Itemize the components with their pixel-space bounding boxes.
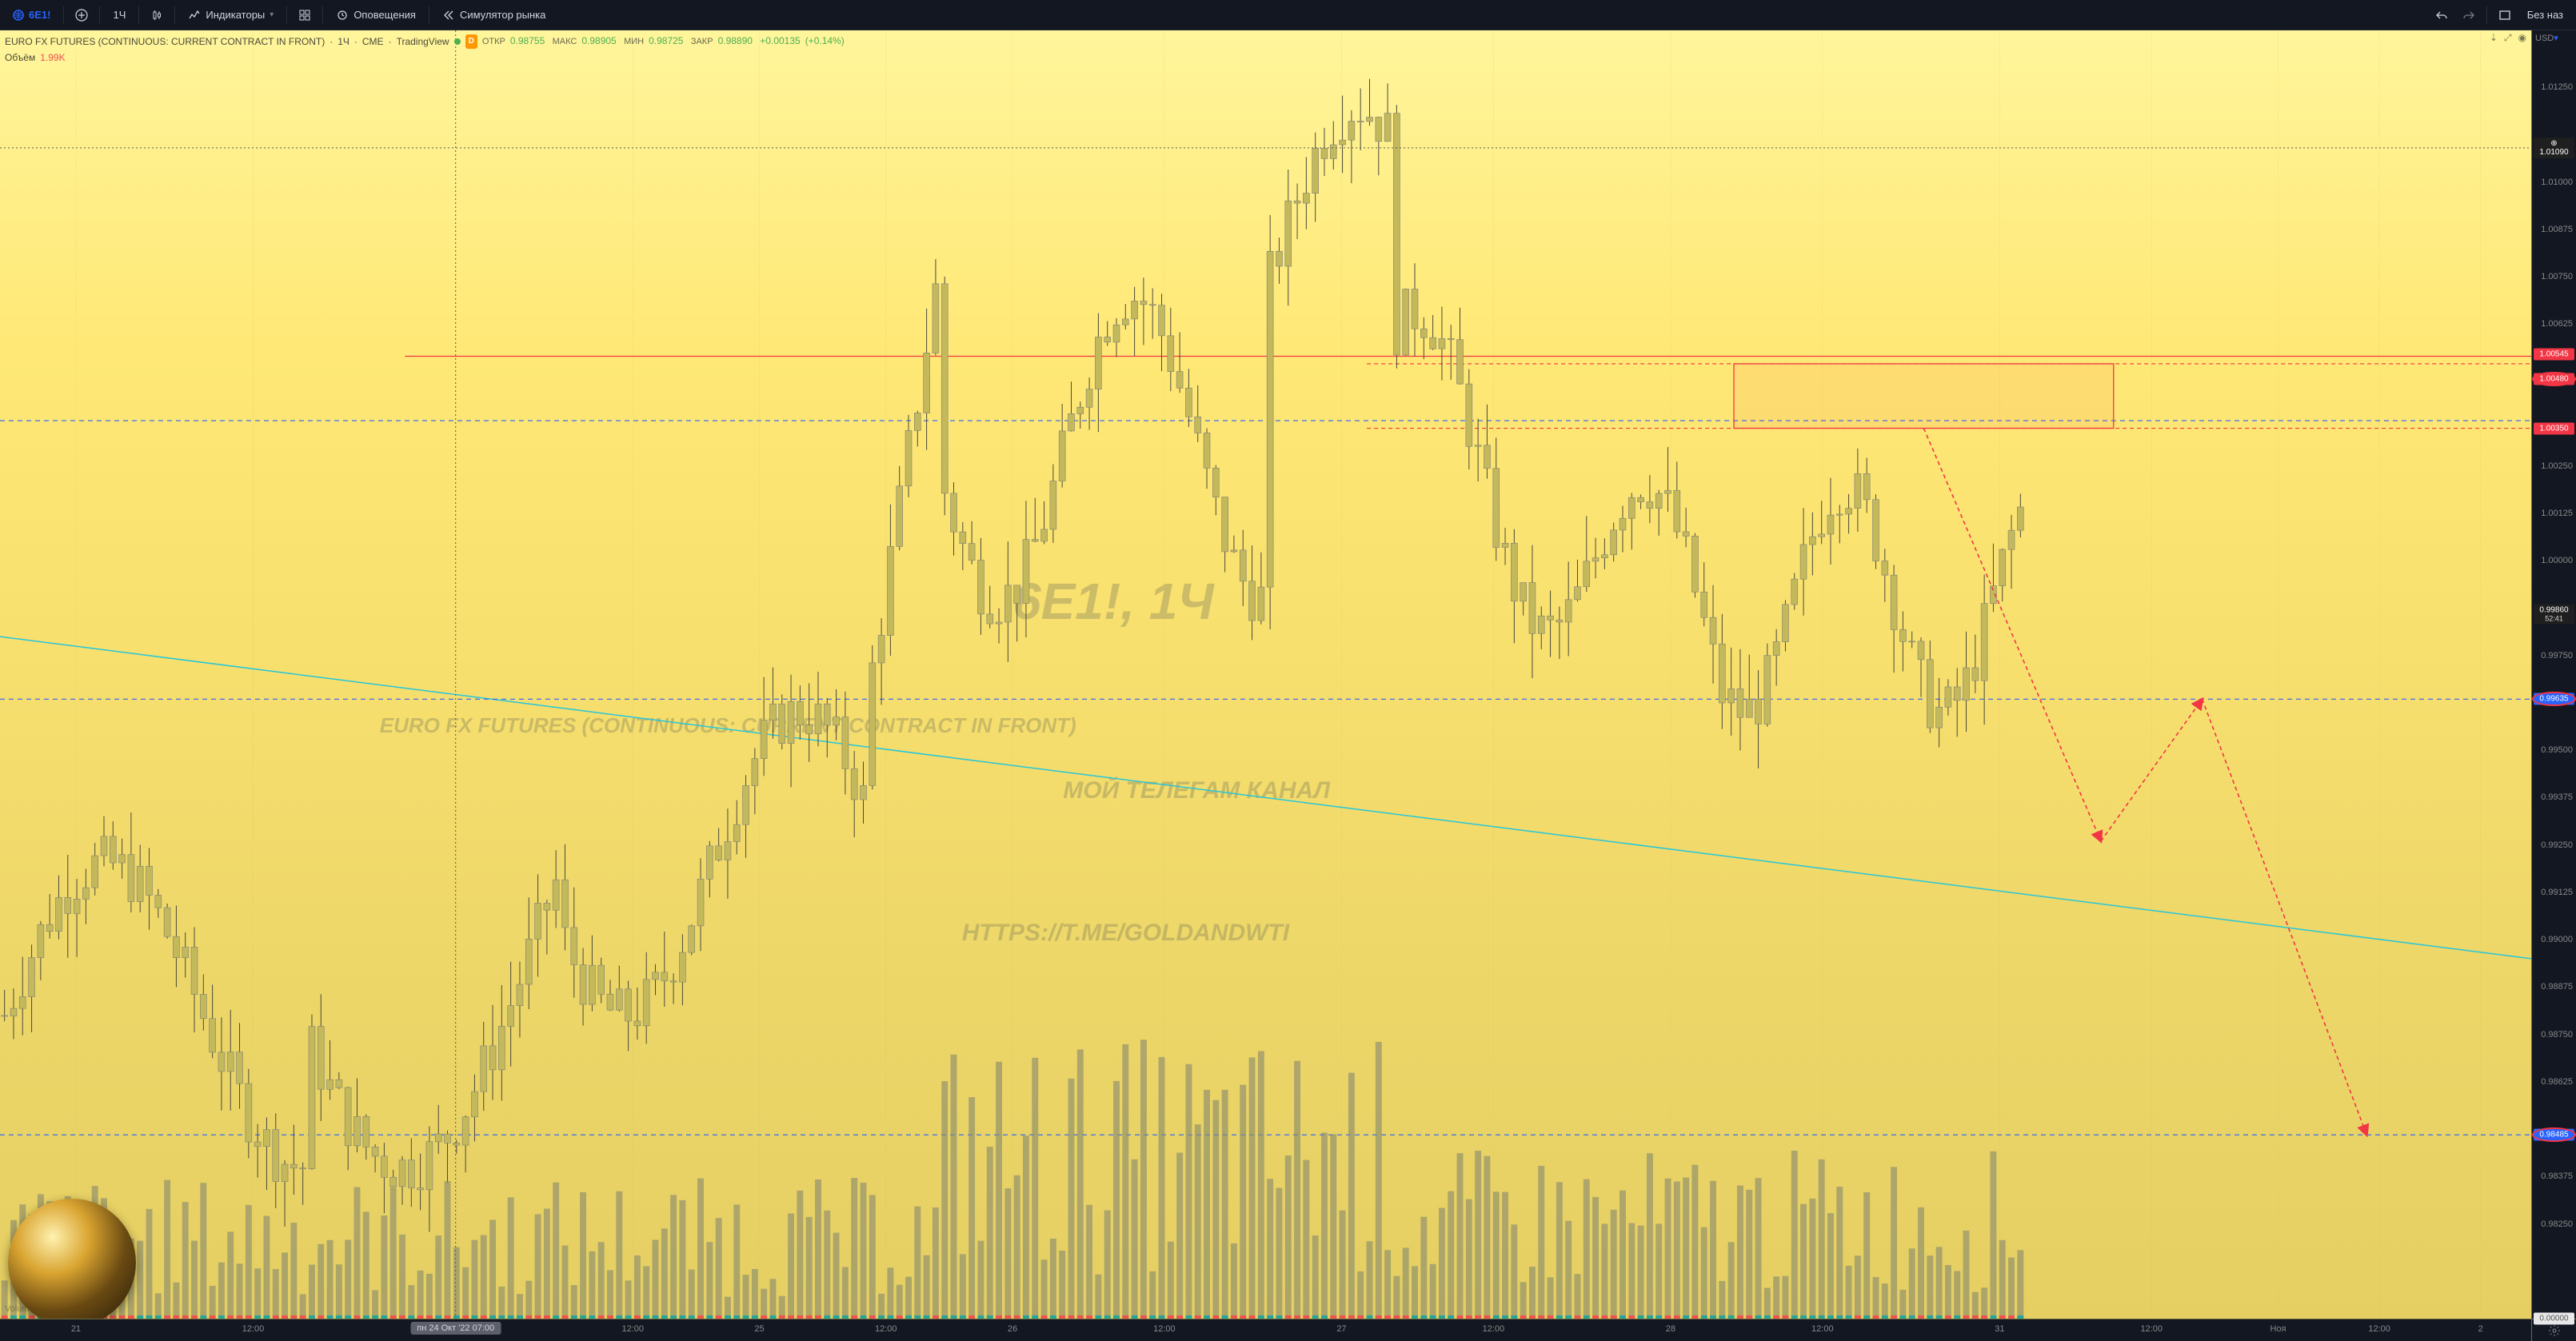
xaxis-tick: 12:00 (2140, 1324, 2163, 1334)
gear-icon[interactable] (2548, 1324, 2561, 1337)
status-dot-icon (454, 38, 461, 45)
undo-button[interactable] (2429, 6, 2454, 25)
crosshair-time-tag: пн 24 Окт '22 07:00 (410, 1322, 501, 1335)
indicators-button[interactable]: Индикаторы ▾ (180, 6, 282, 25)
chart-header-icons: ⇣ ⤢ ◉ (2490, 32, 2526, 44)
xaxis-tick: 12:00 (1811, 1324, 1834, 1334)
price-tag: 1.00480 (2534, 373, 2574, 385)
xaxis-tick: 12:00 (875, 1324, 897, 1334)
interval-button[interactable]: 1Ч (105, 6, 134, 24)
legend-title: EURO FX FUTURES (CONTINUOUS: CURRENT CON… (5, 34, 325, 49)
xaxis-tick: 12:00 (2368, 1324, 2390, 1334)
layout-name-button[interactable]: Без наз (2519, 6, 2571, 24)
yaxis-tick: 0.98250 (2541, 1219, 2573, 1229)
separator (138, 6, 139, 24)
yaxis-tick: 0.99375 (2541, 792, 2573, 802)
yaxis-tick: 0.98875 (2541, 982, 2573, 992)
candle-style-button[interactable] (144, 6, 170, 25)
top-toolbar: 6E1! 1Ч Индикаторы ▾ Оповещения Симулято… (0, 0, 2576, 30)
yaxis-tick: 0.99250 (2541, 840, 2573, 850)
currency-selector[interactable]: USD▾ (2535, 33, 2576, 43)
separator (286, 6, 287, 24)
redo-button[interactable] (2456, 6, 2482, 25)
xaxis-tick: Ноя (2270, 1324, 2286, 1334)
snapshot-icon[interactable]: ◉ (2518, 32, 2526, 44)
xaxis-tick: 12:00 (1153, 1324, 1176, 1334)
chart-svg (0, 30, 2531, 1319)
separator (2486, 6, 2487, 24)
price-tag: 0.98485 (2534, 1129, 2574, 1141)
download-icon[interactable]: ⇣ (2490, 32, 2498, 44)
separator (99, 6, 100, 24)
yaxis-tick: 0.98625 (2541, 1077, 2573, 1087)
price-tag: 0.9986052:41 (2534, 604, 2574, 624)
xaxis-tick: 28 (1666, 1324, 1675, 1334)
yaxis-tick: 1.00125 (2541, 509, 2573, 518)
toolbar-right: Без наз (2429, 6, 2571, 25)
xaxis-tick: 2 (2478, 1324, 2483, 1334)
chart-legend: EURO FX FUTURES (CONTINUOUS: CURRENT CON… (5, 34, 849, 65)
yaxis-tick: 1.00875 (2541, 225, 2573, 234)
yaxis-tick: 0.99500 (2541, 745, 2573, 755)
legend-interval: 1Ч (337, 34, 349, 49)
xaxis-tick: 12:00 (242, 1324, 265, 1334)
yaxis-tick: 1.00750 (2541, 272, 2573, 281)
layout-rect-icon[interactable] (2492, 6, 2518, 25)
add-compare-button[interactable] (69, 6, 94, 25)
yaxis-tick: 0.98375 (2541, 1171, 2573, 1181)
legend-provider: TradingView (397, 34, 449, 49)
yaxis-tick: 1.00000 (2541, 556, 2573, 565)
yaxis-tick: 1.00250 (2541, 461, 2573, 471)
delay-badge: D (465, 34, 477, 49)
legend-exchange: CME (362, 34, 384, 49)
ohlc-values: ОТКР0.98755 МАКС0.98905 МИН0.98725 ЗАКР0… (482, 34, 849, 49)
separator (322, 6, 323, 24)
xaxis-tick: 25 (754, 1324, 764, 1334)
price-tag: 0.00000 (2534, 1313, 2574, 1325)
xaxis-tick: 26 (1008, 1324, 1017, 1334)
maximize-icon[interactable]: ⤢ (2504, 32, 2512, 44)
symbol-text: 6E1! (29, 9, 50, 21)
symbol-button[interactable]: 6E1! (5, 6, 58, 24)
price-axis[interactable]: USD▾ 1.01250 1.01000 1.00875 1.00750 1.00625… (2531, 30, 2576, 1319)
yaxis-tick: 0.99750 (2541, 651, 2573, 661)
xaxis-tick: 31 (1995, 1324, 2004, 1334)
price-tag: ⊕ 1.01090 (2534, 138, 2574, 158)
replay-button[interactable]: Симулятор рынка (434, 6, 553, 25)
xaxis-tick: 21 (71, 1324, 81, 1334)
separator (174, 6, 175, 24)
layout-grid-button[interactable] (292, 6, 318, 25)
price-tag: 0.99635 (2534, 693, 2574, 705)
alerts-button[interactable]: Оповещения (328, 6, 424, 25)
xaxis-tick: 12:00 (1483, 1324, 1505, 1334)
chevron-down-icon: ▾ (270, 10, 274, 19)
yaxis-tick: 1.01000 (2541, 178, 2573, 187)
yaxis-tick: 0.99125 (2541, 888, 2573, 897)
author-avatar-icon (8, 1199, 136, 1319)
yaxis-tick: 0.98750 (2541, 1030, 2573, 1040)
yaxis-tick: 1.01250 (2541, 82, 2573, 92)
price-tag: 1.00545 (2534, 349, 2574, 361)
chart-area[interactable]: EURO FX FUTURES (CONTINUOUS: CURRENT CON… (0, 30, 2531, 1319)
time-axis[interactable]: 21 12:00 12:00 25 12:00 26 12:00 27 12:00 28 12:00… (0, 1319, 2531, 1341)
xaxis-tick: 12:00 (621, 1324, 644, 1334)
yaxis-tick: 1.00625 (2541, 319, 2573, 329)
separator (63, 6, 64, 24)
yaxis-tick: 0.99000 (2541, 935, 2573, 944)
xaxis-tick: 27 (1336, 1324, 1346, 1334)
price-tag: 1.00350 (2534, 422, 2574, 434)
